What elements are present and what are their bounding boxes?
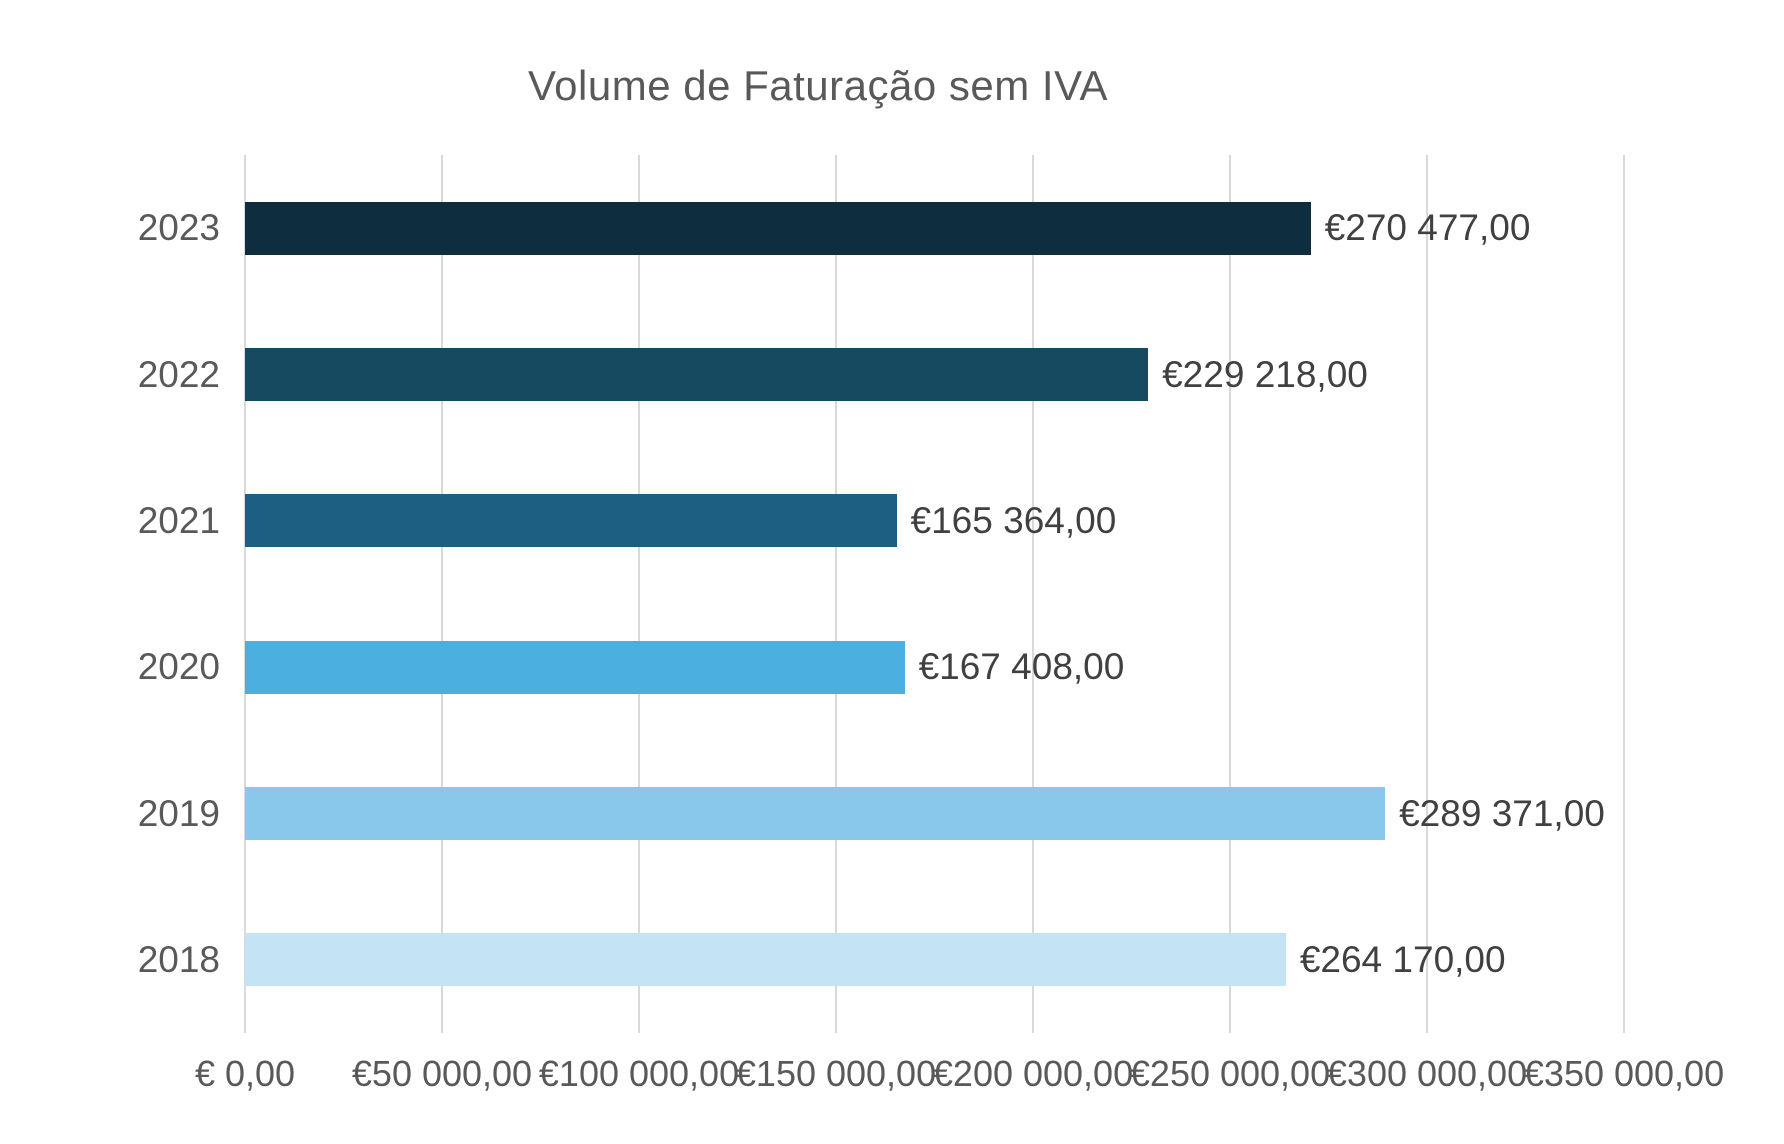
x-axis-tick-label: €300 000,00 <box>1326 1053 1528 1094</box>
gridline <box>638 155 640 1033</box>
gridline <box>835 155 837 1033</box>
gridline <box>1032 155 1034 1033</box>
gridline <box>441 155 443 1033</box>
bar-2020 <box>245 640 905 694</box>
bar-2018 <box>245 933 1286 987</box>
data-label: €165 364,00 <box>910 499 1117 541</box>
y-axis-category-label: 2021 <box>137 499 220 541</box>
x-axis: € 0,00 €50 000,00 €100 000,00 €150 000,00 €2… <box>195 1052 1724 1098</box>
x-axis-tick-label: €50 000,00 <box>351 1053 533 1094</box>
y-axis-category-label: 2019 <box>137 792 220 834</box>
data-label: €229 218,00 <box>1162 353 1368 395</box>
gridline <box>1623 155 1625 1033</box>
data-label: €289 371,00 <box>1399 792 1605 834</box>
gridline <box>244 155 246 1033</box>
data-label: €264 170,00 <box>1299 938 1506 980</box>
plot-area: 2023 €270 477,00 2022 €229 218,00 2021 €165 3… <box>138 155 1625 1033</box>
x-axis-tick-label: €250 000,00 <box>1129 1053 1331 1094</box>
data-label: €270 477,00 <box>1324 207 1531 249</box>
data-label: €167 408,00 <box>918 646 1125 688</box>
bar-2022 <box>245 348 1149 401</box>
x-axis-tick-label: € 0,00 <box>194 1053 296 1094</box>
y-axis-category-label: 2020 <box>137 646 220 688</box>
x-axis-tick-label: €150 000,00 <box>735 1053 937 1094</box>
y-axis-category-label: 2018 <box>137 938 220 980</box>
gridline <box>1229 155 1231 1033</box>
y-axis-category-label: 2022 <box>137 353 220 395</box>
chart-title: Volume de Faturação sem IVA <box>527 62 1108 109</box>
bar-2019 <box>245 787 1386 840</box>
bar-2023 <box>245 201 1311 255</box>
gridline <box>1426 155 1428 1033</box>
bar-2021 <box>245 494 897 548</box>
x-axis-tick-label: €200 000,00 <box>932 1053 1134 1094</box>
x-axis-tick-label: €350 000,00 <box>1523 1053 1725 1094</box>
x-axis-tick-label: €100 000,00 <box>538 1053 740 1094</box>
y-axis-category-label: 2023 <box>137 207 220 249</box>
